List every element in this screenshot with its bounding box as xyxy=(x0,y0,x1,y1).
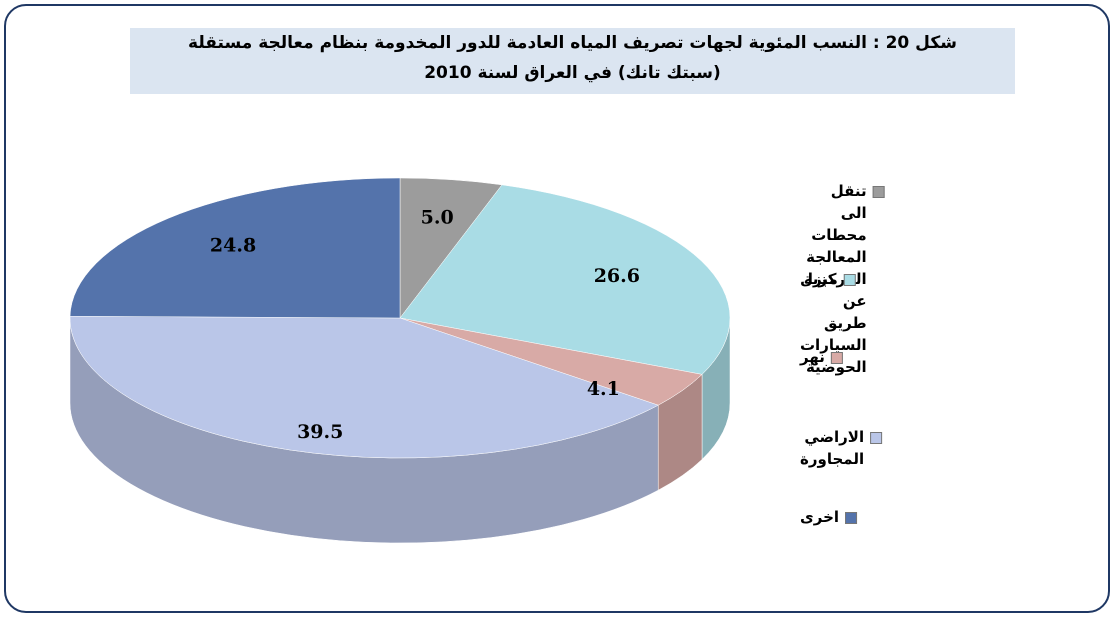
frame xyxy=(4,4,1110,613)
legend-label: مبزل xyxy=(800,270,838,288)
legend-label: اخرى xyxy=(800,508,840,526)
legend-swatch xyxy=(845,512,858,524)
data-label: 26.6 xyxy=(594,265,640,287)
chart-title: شكل 20 : النسب المئوية لجهات تصريف الميا… xyxy=(188,33,957,53)
data-label: 4.1 xyxy=(587,378,620,400)
legend-swatch xyxy=(843,274,856,286)
legend-item: اخرى xyxy=(800,506,858,528)
legend-item: تنقل الى محطات المعالجة المركزية عن طريق… xyxy=(800,180,885,378)
data-label: 5.0 xyxy=(421,206,454,228)
slice xyxy=(69,177,401,319)
slice xyxy=(69,315,659,459)
title-box: شكل 20 : النسب المئوية لجهات تصريف الميا… xyxy=(130,28,1015,94)
legend-item: نهر xyxy=(800,346,843,368)
legend-swatch xyxy=(830,352,843,364)
legend-item: مبزل xyxy=(800,268,856,290)
legend-swatch xyxy=(870,432,883,444)
chart-title: (سبتك تانك) في العراق لسنة 2010 xyxy=(424,63,721,83)
slice xyxy=(399,184,731,375)
legend-swatch xyxy=(872,186,885,198)
data-label: 24.8 xyxy=(210,234,256,256)
legend-item: الاراضي المجاورة xyxy=(800,426,883,470)
legend-label: تنقل الى محطات المعالجة المركزية عن طريق… xyxy=(799,182,867,376)
data-label: 39.5 xyxy=(297,421,343,443)
legend-label: الاراضي المجاورة xyxy=(800,428,865,468)
legend-label: نهر xyxy=(800,348,825,366)
